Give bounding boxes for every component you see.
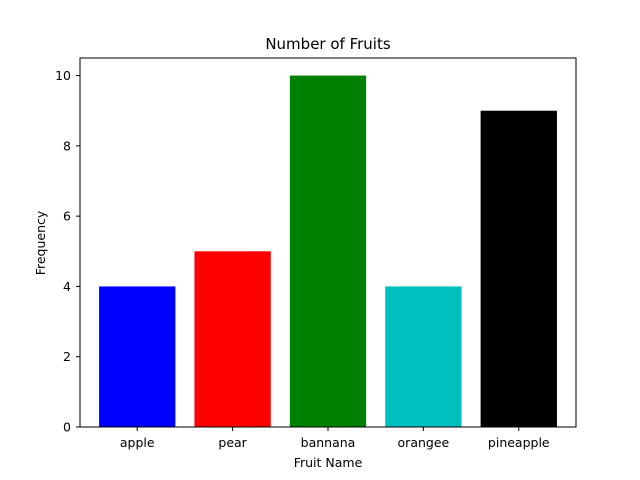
y-tick-label: 2 bbox=[63, 349, 71, 364]
bars-group bbox=[99, 75, 557, 428]
x-tick-label-pineapple: pineapple bbox=[488, 435, 550, 450]
y-tick-label: 10 bbox=[55, 68, 71, 83]
x-tick-label-pear: pear bbox=[218, 435, 247, 450]
bar-bannana bbox=[289, 75, 367, 428]
plot-frame bbox=[79, 57, 577, 428]
bar-apple bbox=[99, 286, 176, 427]
bar-pineapple bbox=[480, 110, 557, 427]
x-tick-label-orangee: orangee bbox=[398, 435, 450, 450]
chart-title: Number of Fruits bbox=[265, 35, 391, 53]
y-tick-label: 6 bbox=[63, 209, 71, 224]
y-tick-label: 8 bbox=[63, 138, 71, 153]
x-tick-label-apple: apple bbox=[120, 435, 155, 450]
y-tick-label: 4 bbox=[63, 279, 71, 294]
y-tick-label: 0 bbox=[63, 420, 71, 435]
x-tick-label-bannana: bannana bbox=[301, 435, 356, 450]
x-axis-label: Fruit Name bbox=[294, 455, 363, 470]
y-axis-ticks: 0 2 4 6 8 10 bbox=[55, 68, 80, 435]
bar-orangee bbox=[385, 286, 462, 427]
x-axis-ticks: apple pear bannana orangee pineapple bbox=[120, 427, 550, 450]
y-axis-label: Frequency bbox=[33, 210, 48, 275]
bar-pear bbox=[194, 251, 271, 427]
